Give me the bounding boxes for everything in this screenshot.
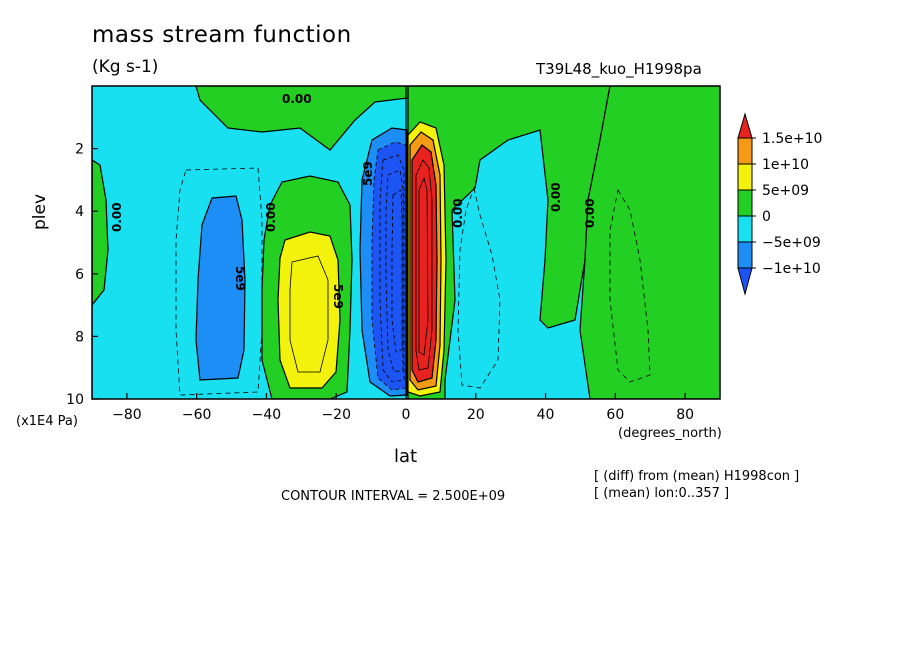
red-region-equator: [411, 144, 438, 383]
y-axis-unit: (x1E4 Pa): [16, 414, 78, 429]
y-tick-label: 6: [75, 267, 84, 283]
contour-label-zero-top: 0.00: [282, 92, 312, 106]
chart-units: (Kg s-1): [92, 57, 159, 77]
x-tick-label: 40: [537, 407, 555, 423]
yellow-contour-inner: [289, 255, 329, 373]
legend-swatch: [737, 189, 753, 217]
y-axis: 2 4 6 8 10: [66, 142, 98, 408]
dashed-negative-contours: [175, 167, 651, 396]
contour-label-zero-north3: 0.00: [583, 198, 597, 228]
y-tick-label: 10: [66, 392, 84, 408]
contour-interval: CONTOUR INTERVAL = 2.500E+09: [281, 489, 506, 504]
contour-label-zero-south: 0.00: [264, 202, 278, 232]
legend-swatch: [737, 137, 753, 165]
x-tick-label: 0: [402, 407, 411, 423]
chart-title: mass stream function: [92, 22, 352, 48]
x-tick-label: −80: [112, 407, 142, 423]
contour-label-zero-north1: 0.00: [451, 198, 465, 228]
x-tick-label: −20: [321, 407, 351, 423]
yellow-region-south-cell: [277, 231, 341, 389]
legend-label: 1.5e+10: [762, 131, 822, 147]
contour-field: [92, 86, 720, 399]
contour-label-5e9-yellow: 5e9: [331, 284, 345, 309]
legend-swatch-bottom: [737, 267, 753, 296]
legend-label: 5e+09: [762, 183, 809, 199]
x-tick-label: 80: [676, 407, 694, 423]
y-tick-label: 2: [75, 142, 84, 158]
legend-swatch: [737, 215, 753, 243]
blue-region-equator-core: [371, 141, 407, 391]
legend-swatch-top: [737, 112, 753, 139]
contour-label-zero-north2: 0.00: [549, 182, 563, 212]
legend-label: 1e+10: [762, 157, 809, 173]
contour-label-5e9-blue: 5e9: [233, 266, 247, 291]
legend-swatch: [737, 241, 753, 269]
y-tick-label: 8: [75, 329, 84, 345]
x-tick-label: −60: [182, 407, 212, 423]
legend-swatch: [737, 163, 753, 191]
run-label: T39L48_kuo_H1998pa: [536, 60, 702, 78]
x-tick-label: 20: [467, 407, 485, 423]
x-axis: −80 −60 −40 −20 0 20 40 60 80: [112, 393, 694, 423]
green-region-west-edge: [92, 159, 109, 306]
color-legend: 1.5e+10 1e+10 5e+09 0 −5e+09 −1e+10: [737, 112, 822, 296]
mean-note: [ (mean) lon:0..357 ]: [594, 486, 730, 501]
contour-label-5e9-equator: 5e9: [361, 161, 375, 186]
equator-dashed-contours: [379, 154, 405, 383]
legend-label: −5e+09: [762, 235, 821, 251]
x-axis-unit: (degrees_north): [618, 426, 722, 441]
contour-label-zero-west: 0.00: [110, 202, 124, 232]
x-tick-label: 60: [606, 407, 624, 423]
legend-label: 0: [762, 209, 771, 225]
diff-note: [ (diff) from (mean) H1998con ]: [594, 469, 800, 484]
blue-region-south-cell: [195, 195, 246, 381]
green-region-arctic: [579, 86, 720, 399]
contour-labels: 0.00 0.00 0.00 0.00 0.00 0.00 5e9 5e9 5e…: [110, 92, 597, 309]
green-region-top: [195, 86, 409, 151]
equator-solid-contours: [415, 159, 433, 371]
x-tick-label: −40: [252, 407, 282, 423]
x-axis-label: lat: [394, 446, 418, 467]
y-tick-label: 4: [75, 204, 84, 220]
legend-label: −1e+10: [762, 261, 821, 277]
zero-contours: [92, 86, 407, 399]
